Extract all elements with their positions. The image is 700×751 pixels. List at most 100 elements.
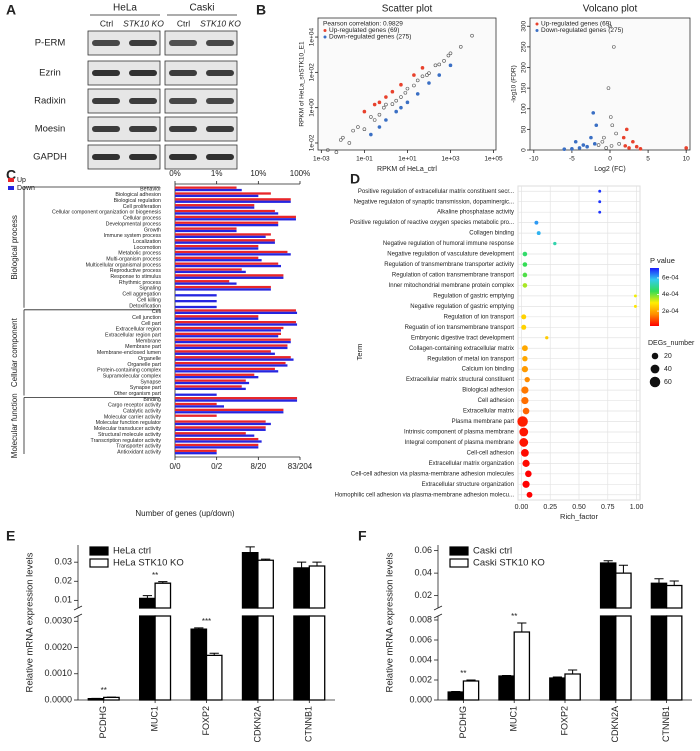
y-tick-label: 150 bbox=[521, 82, 528, 93]
bar bbox=[175, 338, 291, 341]
category-label: Regulation of ion transport bbox=[444, 314, 515, 320]
blot-band bbox=[169, 40, 197, 46]
axis-break bbox=[73, 605, 83, 611]
category-label: Extracellular matrix structural constitu… bbox=[406, 377, 514, 383]
category-label: Cargo receptor activity bbox=[108, 403, 161, 409]
color-bar bbox=[650, 268, 659, 326]
category-label: Biological adhesion bbox=[462, 388, 514, 394]
category-label: Calcium ion binding bbox=[462, 367, 514, 373]
bar bbox=[447, 691, 465, 701]
category-label: Extracellular matrix organization bbox=[429, 461, 514, 467]
bar bbox=[175, 411, 284, 414]
bar bbox=[175, 428, 266, 431]
error-bar bbox=[568, 669, 578, 674]
bar bbox=[175, 437, 259, 441]
legend-label: Up bbox=[17, 177, 26, 184]
legend-label: Down-regulated genes (275) bbox=[541, 27, 623, 34]
point bbox=[617, 142, 621, 146]
category-label: Intrinsic component of plasma membrane bbox=[404, 430, 515, 436]
bar bbox=[175, 432, 246, 435]
category-label: Collagen binding bbox=[469, 231, 514, 237]
category-label: Multi-organism process bbox=[106, 257, 161, 263]
error-bar bbox=[158, 581, 168, 584]
category-label: Extracellular structure organization bbox=[422, 482, 514, 488]
cell-line-label: HeLa bbox=[113, 3, 137, 14]
point bbox=[372, 102, 377, 107]
category-label: Detoxification bbox=[129, 303, 161, 309]
category-label: Positive regulation of reactive oxygen s… bbox=[350, 220, 514, 226]
error-bar bbox=[209, 652, 219, 656]
category-label: Cell bbox=[152, 309, 161, 315]
point bbox=[604, 146, 608, 150]
point bbox=[384, 118, 388, 122]
bar bbox=[175, 294, 217, 297]
bar bbox=[175, 223, 279, 227]
lane-label: STK10 KO bbox=[200, 18, 241, 28]
bar bbox=[175, 186, 237, 189]
bar bbox=[103, 696, 120, 701]
point bbox=[570, 146, 574, 151]
point bbox=[377, 100, 382, 105]
protein-label: GAPDH bbox=[33, 152, 67, 163]
category-label: Cell part bbox=[141, 321, 161, 327]
point bbox=[415, 78, 420, 83]
plot-frame bbox=[529, 17, 691, 151]
x-tick-label: 0.00 bbox=[515, 504, 529, 511]
x-tick-label: 1e+05 bbox=[484, 156, 503, 163]
bar bbox=[175, 321, 296, 324]
y-axis-label: Relative mRNA expression levels bbox=[385, 552, 396, 692]
point bbox=[390, 102, 395, 106]
bar bbox=[175, 311, 298, 315]
error-bar bbox=[194, 627, 204, 630]
x-tick-label: -10 bbox=[529, 156, 539, 163]
point bbox=[621, 135, 626, 140]
point bbox=[614, 131, 618, 136]
dot bbox=[633, 304, 637, 308]
size-legend-dot bbox=[649, 376, 661, 388]
y-tick-label: 250 bbox=[521, 41, 528, 52]
lane-label: STK10 KO bbox=[123, 18, 164, 28]
point bbox=[362, 109, 367, 114]
bar bbox=[175, 276, 284, 279]
bar bbox=[175, 264, 282, 268]
bar bbox=[175, 241, 275, 244]
bar bbox=[175, 422, 271, 426]
category-label: Protein-containing complex bbox=[97, 368, 161, 374]
point bbox=[341, 135, 345, 140]
legend-label: Caski ctrl bbox=[473, 546, 512, 557]
bar bbox=[175, 335, 279, 338]
point bbox=[377, 125, 382, 129]
blot-band bbox=[169, 154, 197, 160]
y-tick-label: 0 bbox=[521, 148, 528, 152]
legend-marker bbox=[535, 29, 539, 32]
bar bbox=[175, 370, 279, 373]
bar bbox=[175, 452, 217, 455]
bar bbox=[175, 305, 217, 309]
point bbox=[433, 63, 438, 68]
bar bbox=[175, 361, 286, 365]
y-tick-label: 0.04 bbox=[414, 568, 432, 578]
error-bar bbox=[502, 675, 512, 676]
bar bbox=[175, 317, 259, 320]
category-label: Regulation of metal ion transport bbox=[427, 356, 514, 362]
bar bbox=[175, 332, 282, 335]
bar bbox=[175, 215, 296, 219]
point bbox=[377, 112, 382, 117]
point bbox=[602, 135, 606, 140]
point bbox=[351, 128, 355, 133]
legend-swatch bbox=[449, 558, 469, 568]
blot-band bbox=[92, 40, 120, 46]
point bbox=[594, 123, 599, 128]
bar bbox=[175, 270, 246, 274]
x-tick-label: FOXP2 bbox=[201, 706, 211, 736]
category-label: Homophilic cell adhesion via plasma-memb… bbox=[335, 492, 515, 498]
error-bar bbox=[260, 558, 271, 561]
category-label: Molecular function regulator bbox=[96, 420, 162, 426]
dot bbox=[522, 262, 528, 267]
category-label: Organelle bbox=[138, 356, 161, 362]
point bbox=[384, 102, 388, 107]
chart-title: Scatter plot bbox=[382, 4, 433, 15]
category-label: Multicellular organismal process bbox=[86, 262, 162, 268]
x-axis-label: Rich_factor bbox=[560, 512, 598, 521]
